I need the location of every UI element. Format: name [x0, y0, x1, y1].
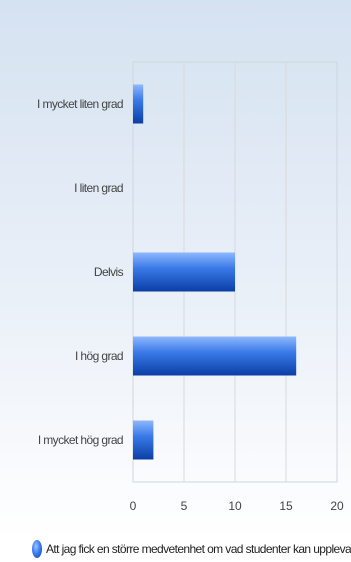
bar — [133, 84, 144, 124]
bar — [133, 252, 235, 292]
category-labels: I mycket liten grad I liten grad Delvis I h… — [37, 97, 124, 447]
x-tick-label: 5 — [181, 499, 188, 513]
x-tick-labels: 0 5 10 15 20 — [130, 499, 344, 513]
x-tick-label: 20 — [330, 499, 344, 513]
category-label: I mycket liten grad — [37, 97, 123, 111]
legend-label: Att jag fick en större medvetenhet om va… — [46, 542, 351, 556]
category-label: I mycket hög grad — [38, 433, 123, 447]
bar-chart: I mycket liten grad I liten grad Delvis I h… — [0, 0, 351, 540]
legend-marker-icon — [32, 540, 42, 558]
x-tick-label: 0 — [130, 499, 137, 513]
bar — [133, 420, 154, 460]
x-tick-label: 15 — [279, 499, 293, 513]
bars — [133, 84, 297, 460]
category-label: I hög grad — [75, 349, 123, 363]
bar — [133, 336, 297, 376]
x-tick-label: 10 — [228, 499, 242, 513]
legend: Att jag fick en större medvetenhet om va… — [32, 540, 351, 560]
category-label: Delvis — [94, 265, 124, 279]
category-label: I liten grad — [74, 181, 123, 195]
